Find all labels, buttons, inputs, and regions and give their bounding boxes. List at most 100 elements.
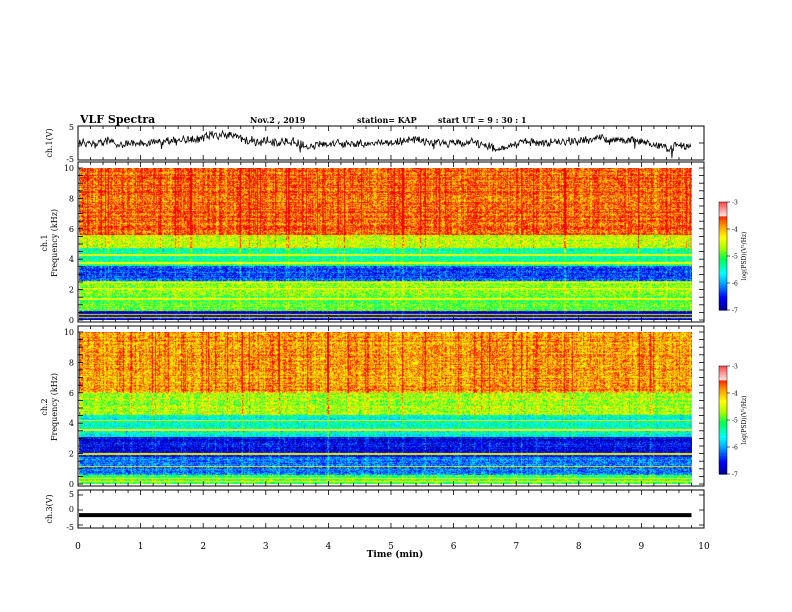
ch2-spec-colorbar-segment bbox=[719, 412, 727, 416]
ch1-colorbar: -3 -4 -5 -6 -7 log(PSD)(V²/Hz) bbox=[718, 200, 748, 315]
time-axis-tick-label: 10 bbox=[698, 542, 710, 552]
ch2-spectrogram-panel: 0 2 4 6 8 10 ch.2 Frequency (kHz) -3 -4 -5 -6 -7 l… bbox=[40, 325, 748, 489]
ch1-waveform-ticks bbox=[77, 125, 705, 161]
ch1-spec-colorbar-segment bbox=[719, 295, 727, 298]
ch1-spec-colorbar-tick-label: -5 bbox=[732, 254, 738, 261]
ch1-spec-colorbar-segment bbox=[719, 297, 727, 300]
ch1-spec-colorbar-segment bbox=[719, 247, 727, 250]
ch2-spec-colorbar-segment bbox=[719, 459, 727, 462]
ch2-colorbar: -3 -4 -5 -6 -7 log(PSD)(V²/Hz) bbox=[718, 364, 748, 479]
ch2-spec-colorbar-segment bbox=[719, 434, 727, 437]
ch2-spec-colorbar-segment bbox=[719, 430, 727, 434]
ch2-spec-ytick-label: 2 bbox=[69, 450, 74, 459]
ch1-spec-colorbar-segment bbox=[719, 205, 727, 208]
ch2-spectrogram-image bbox=[79, 332, 692, 484]
ch3-ytick-bottom: -5 bbox=[66, 523, 74, 532]
ch2-spec-colorbar-segment bbox=[719, 416, 727, 419]
ch2-spec-colorbar-segment bbox=[719, 389, 727, 392]
ch1-spec-ytick-label: 2 bbox=[69, 286, 74, 295]
ch2-spec-colorbar-segment bbox=[719, 380, 727, 383]
time-axis-tick-labels: 0 1 2 3 4 5 6 7 8 9 10 bbox=[75, 542, 710, 552]
ch2-spec-colorbar-segment bbox=[719, 382, 727, 385]
time-axis-label: Time (min) bbox=[367, 549, 424, 560]
ch1-spec-colorbar-segment bbox=[719, 292, 727, 295]
ch1-spec-colorbar-segment bbox=[719, 239, 727, 243]
ch1-frequency-tick-labels: 0 2 4 6 8 10 bbox=[64, 164, 74, 325]
ch1-spec-colorbar-segment bbox=[719, 274, 727, 277]
ch2-spec-colorbar-segment bbox=[719, 441, 727, 444]
ch2-spec-colorbar-segment bbox=[719, 432, 727, 435]
ch2-spec-colorbar-tick-label: -5 bbox=[732, 418, 738, 425]
ch2-spec-colorbar-segment bbox=[719, 369, 727, 372]
ch2-spec-colorbar-segment bbox=[719, 367, 727, 371]
ch2-spec-colorbar-segment bbox=[719, 448, 727, 452]
ch1-spec-colorbar-segment bbox=[719, 223, 727, 226]
ch2-spec-colorbar-segment bbox=[719, 438, 727, 441]
ch2-spec-colorbar-segment bbox=[719, 376, 727, 380]
ch2-spec-colorbar-segment bbox=[719, 371, 727, 374]
ch1-spec-colorbar-tick-label: -7 bbox=[732, 308, 738, 315]
ch3-ytick-top: 5 bbox=[69, 490, 74, 499]
ch1-spec-colorbar-segment bbox=[719, 230, 727, 234]
ch2-spec-ytick-label: 8 bbox=[69, 358, 74, 367]
ch2-spec-colorbar-segment bbox=[719, 373, 727, 376]
ch1-spec-colorbar-segment bbox=[719, 245, 727, 248]
ch1-spec-ytick-label: 10 bbox=[64, 164, 74, 173]
ch2-spec-colorbar-segment bbox=[719, 385, 727, 389]
ch2-spec-colorbar-segment bbox=[719, 450, 727, 453]
time-axis-tick-label: 3 bbox=[263, 542, 269, 552]
ch3-ytick-mid: 0 bbox=[69, 505, 74, 514]
ch2-spec-colorbar-segment bbox=[719, 414, 727, 417]
ch3-waveform-ylabel: ch.3(V) bbox=[45, 494, 54, 523]
ch2-spec-colorbar-label: log(PSD)(V²/Hz) bbox=[741, 396, 748, 445]
ch1-spec-colorbar-segment bbox=[719, 263, 727, 266]
ch1-spec-colorbar-segment bbox=[719, 304, 727, 307]
ch3-waveform-frame bbox=[77, 489, 705, 529]
ch1-spec-colorbar-segment bbox=[719, 279, 727, 282]
ch1-spec-colorbar-tick-label: -3 bbox=[732, 200, 738, 207]
ch1-spec-colorbar-tick-label: -4 bbox=[732, 227, 738, 234]
ch1-spec-colorbar-segment bbox=[719, 234, 727, 237]
ch2-spec-colorbar-segment bbox=[719, 384, 727, 387]
time-axis-tick-label: 1 bbox=[138, 542, 144, 552]
ch1-spec-colorbar-segment bbox=[719, 308, 727, 311]
ch1-spec-colorbar-segment bbox=[719, 202, 727, 205]
ch2-spec-colorbar-segment bbox=[719, 393, 727, 396]
ch2-spec-colorbar-segment bbox=[719, 472, 727, 475]
time-axis-tick-label: 7 bbox=[513, 542, 519, 552]
ch2-spec-ytick-label: 10 bbox=[64, 328, 74, 337]
ch1-spec-colorbar-segment bbox=[719, 248, 727, 252]
ch2-spec-colorbar-segment bbox=[719, 465, 727, 468]
ch2-spec-colorbar-tick-label: -6 bbox=[732, 445, 738, 452]
ch1-spec-colorbar-segment bbox=[719, 265, 727, 268]
ch2-spec-colorbar-segment bbox=[719, 436, 727, 439]
ch2-spec-colorbar-tick-label: -7 bbox=[732, 472, 738, 479]
ch1-spec-colorbar-label: log(PSD)(V²/Hz) bbox=[741, 232, 748, 281]
ch1-waveform-frame bbox=[77, 125, 705, 161]
ch1-spectrogram-panel: 0 2 4 6 8 10 ch.1 Frequency (kHz) -3 -4 -5 -6 -7 l… bbox=[40, 161, 748, 325]
ch1-waveform-panel: 5 -5 ch.1(V) bbox=[45, 123, 705, 164]
ch2-spec-colorbar-segment bbox=[719, 457, 727, 461]
ch2-spec-colorbar-segment bbox=[719, 468, 727, 471]
ch1-spec-colorbar-segment bbox=[719, 252, 727, 255]
ch2-spec-colorbar-segment bbox=[719, 402, 727, 405]
ch2-spec-colorbar-segment bbox=[719, 398, 727, 401]
ch3-waveform-panel: 5 0 -5 ch.3(V) bbox=[45, 489, 705, 532]
ch1-spec-ytick-label: 0 bbox=[69, 316, 74, 325]
ch2-spec-colorbar-segment bbox=[719, 394, 727, 398]
ch1-spec-colorbar-segment bbox=[719, 254, 727, 257]
ch1-spec-colorbar-segment bbox=[719, 211, 727, 214]
ch1-ytick-top: 5 bbox=[69, 123, 74, 132]
ch1-spec-colorbar-segment bbox=[719, 232, 727, 235]
ch1-spec-colorbar-segment bbox=[719, 227, 727, 230]
ch2-spec-colorbar-segment bbox=[719, 466, 727, 470]
ch2-spec-colorbar-segment bbox=[719, 409, 727, 412]
ch2-spec-colorbar-segment bbox=[719, 403, 727, 407]
ch1-spec-ytick-label: 4 bbox=[69, 255, 74, 264]
ch2-spec-colorbar-segment bbox=[719, 391, 727, 394]
ch2-spectrogram-ticks bbox=[77, 326, 705, 486]
ch1-spec-colorbar-segment bbox=[719, 275, 727, 279]
ch2-frequency-tick-labels: 0 2 4 6 8 10 bbox=[64, 328, 74, 489]
ch2-spec-ytick-label: 6 bbox=[69, 389, 74, 398]
